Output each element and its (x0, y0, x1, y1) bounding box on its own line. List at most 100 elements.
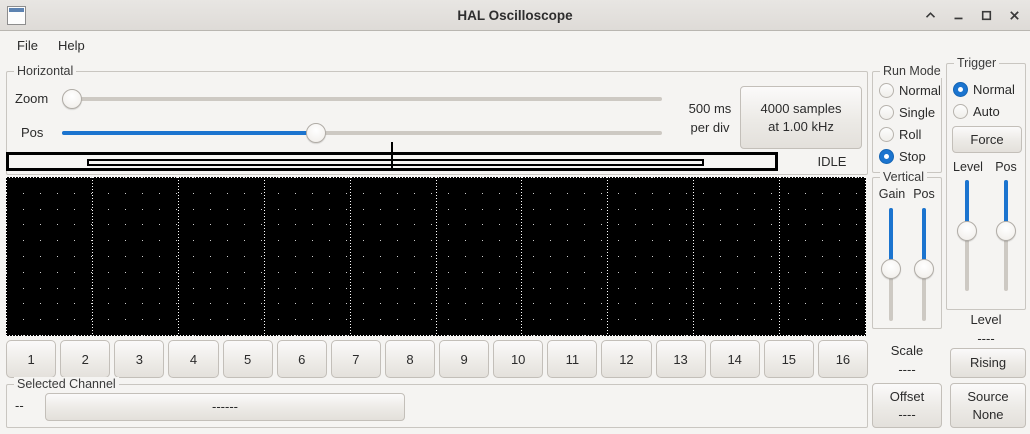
window-icon (7, 5, 26, 25)
selected-channel-signal-button[interactable]: ------ (45, 393, 405, 421)
trigger-force-button[interactable]: Force (952, 126, 1022, 153)
scope-grid-column (92, 177, 93, 336)
trigger-position-marker (391, 142, 393, 171)
channel-button-label: 8 (406, 351, 414, 367)
hpos-slider-fill (62, 131, 316, 135)
trigger-edge-button[interactable]: Rising (950, 348, 1026, 378)
zoom-slider-label: Zoom (15, 91, 49, 106)
menu-help[interactable]: Help (57, 38, 85, 53)
close-button[interactable] (1007, 8, 1022, 23)
run-mode-option-roll-label: Roll (899, 127, 922, 142)
trigger-level-readout-label: Level (970, 312, 1002, 327)
channel-button-12[interactable]: 12 (601, 340, 652, 378)
menubar: File Help (0, 31, 1030, 60)
radio-icon (879, 127, 894, 142)
hpos-slider[interactable] (62, 123, 662, 143)
channel-button-16[interactable]: 16 (817, 340, 868, 378)
scope-grid-border (6, 177, 866, 178)
selected-channel-name: -- (15, 398, 24, 413)
run-mode-option-single[interactable]: Single (879, 105, 935, 120)
trigger-group: Trigger Normal Auto Force Level Pos (946, 56, 1026, 310)
trigger-group-label: Trigger (954, 56, 1000, 70)
trigger-option-auto[interactable]: Auto (953, 104, 1000, 119)
run-mode-group: Run Mode Normal Single Roll Stop (872, 64, 944, 173)
zoom-slider-track (62, 97, 662, 101)
scope-grid-border (6, 335, 866, 336)
vertical-offset-button[interactable]: Offset ---- (872, 383, 942, 428)
run-mode-option-roll[interactable]: Roll (879, 127, 921, 142)
scope-display[interactable] (6, 177, 866, 336)
shade-button[interactable] (923, 8, 938, 23)
run-mode-option-stop[interactable]: Stop (879, 149, 926, 164)
channel-button-9[interactable]: 9 (439, 340, 490, 378)
vertical-gain-slider[interactable] (881, 208, 901, 321)
channel-button-label: 3 (135, 351, 143, 367)
trigger-pos-slider-knob[interactable] (996, 220, 1016, 241)
channel-button-label: 1 (27, 351, 35, 367)
channel-button-2[interactable]: 2 (60, 340, 111, 378)
run-mode-option-stop-label: Stop (899, 149, 926, 164)
zoom-slider[interactable] (62, 89, 662, 109)
vertical-offset-value: ---- (898, 406, 916, 422)
timebase-readout-line1: 500 ms (688, 101, 732, 116)
trigger-edge-label: Rising (969, 355, 1007, 370)
channel-button-3[interactable]: 3 (114, 340, 165, 378)
channel-button-label: 2 (81, 351, 89, 367)
radio-icon (879, 149, 894, 164)
channel-button-10[interactable]: 10 (493, 340, 544, 378)
zoom-slider-knob[interactable] (62, 89, 82, 109)
run-mode-option-normal-label: Normal (899, 83, 941, 98)
scope-grid-column (693, 177, 694, 336)
pan-bar-area: IDLE (6, 142, 868, 175)
channel-button-label: 10 (510, 351, 526, 367)
trigger-source-button[interactable]: Source None (950, 383, 1026, 428)
scope-grid-column (521, 177, 522, 336)
hpos-slider-knob[interactable] (305, 123, 326, 143)
trigger-option-normal[interactable]: Normal (953, 82, 1015, 97)
maximize-button[interactable] (979, 8, 994, 23)
channel-button-label: 9 (460, 351, 468, 367)
trigger-level-slider[interactable] (957, 180, 977, 291)
radio-icon (953, 104, 968, 119)
vertical-pos-slider-knob[interactable] (914, 259, 934, 280)
channel-button-13[interactable]: 13 (655, 340, 706, 378)
run-mode-option-normal[interactable]: Normal (879, 83, 941, 98)
menu-file[interactable]: File (17, 38, 38, 53)
vertical-gain-slider-knob[interactable] (881, 259, 901, 280)
window-title: HAL Oscilloscope (457, 7, 573, 23)
channel-button-11[interactable]: 11 (547, 340, 598, 378)
scope-grid-column (436, 177, 437, 336)
sample-rate-line1: 4000 samples (760, 100, 842, 116)
channel-button-14[interactable]: 14 (709, 340, 760, 378)
trigger-pos-slider[interactable] (996, 180, 1016, 291)
channel-button-1[interactable]: 1 (6, 340, 57, 378)
trigger-level-slider-knob[interactable] (957, 220, 977, 241)
vertical-pos-slider[interactable] (914, 208, 934, 321)
vertical-gain-slider-fill (889, 208, 893, 270)
scope-grid-column (264, 177, 265, 336)
titlebar: HAL Oscilloscope (0, 0, 1030, 31)
radio-icon (953, 82, 968, 97)
channel-button-row: 1 2 3 4 5 6 7 8 9 10 11 12 13 14 15 16 (6, 340, 868, 378)
run-mode-option-single-label: Single (899, 105, 936, 120)
channel-button-label: 5 (243, 351, 252, 367)
scope-grid-column (779, 177, 780, 336)
channel-button-6[interactable]: 6 (276, 340, 327, 378)
scope-grid-column (865, 177, 866, 336)
vertical-pos-label: Pos (913, 187, 935, 201)
pan-bar-window[interactable] (87, 159, 704, 166)
trigger-level-slider-label: Level (953, 160, 983, 174)
horizontal-group-label: Horizontal (14, 64, 77, 78)
timebase-readout-line2: per div (690, 120, 730, 135)
channel-button-7[interactable]: 7 (330, 340, 381, 378)
sample-rate-button[interactable]: 4000 samples at 1.00 kHz (740, 86, 862, 149)
trigger-level-readout-value: ---- (977, 331, 995, 346)
vertical-offset-label: Offset (889, 388, 925, 404)
channel-button-4[interactable]: 4 (168, 340, 219, 378)
channel-button-8[interactable]: 8 (384, 340, 435, 378)
channel-button-5[interactable]: 5 (222, 340, 273, 378)
radio-icon (879, 83, 894, 98)
window-controls (923, 0, 1022, 31)
channel-button-15[interactable]: 15 (763, 340, 814, 378)
minimize-button[interactable] (951, 8, 966, 23)
